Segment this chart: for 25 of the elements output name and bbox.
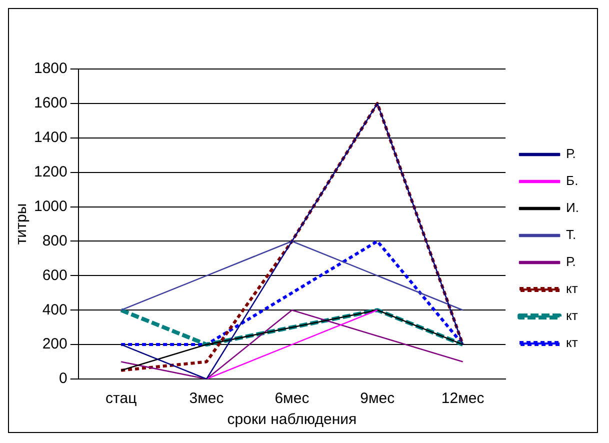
y-tick-label: 1000 (34, 198, 68, 215)
legend-label: кт (566, 308, 578, 324)
y-tick-label: 600 (42, 266, 68, 284)
x-tick-label: стац (106, 390, 138, 408)
y-tick-label: 200 (42, 336, 68, 353)
legend-label: кт (566, 281, 578, 296)
legend-label: И. (566, 200, 580, 216)
x-tick-label: 12мес (441, 390, 485, 408)
legend-label: Т. (566, 227, 576, 242)
legend-label: Б. (566, 173, 578, 188)
legend-label: Р. (566, 254, 576, 270)
x-tick-label: 6мес (274, 390, 310, 408)
legend-label: кт (566, 335, 578, 350)
x-axis-title: сроки наблюдения (227, 411, 357, 428)
y-tick-label: 0 (59, 370, 68, 388)
y-axis-title: титры (13, 203, 30, 245)
y-tick-label: 1600 (34, 94, 68, 112)
y-tick-label: 400 (42, 301, 68, 318)
x-tick-label: 3мес (189, 390, 224, 408)
y-tick-label: 1400 (34, 129, 68, 146)
y-tick-label: 1800 (34, 60, 68, 78)
y-tick-label: 800 (42, 232, 68, 250)
x-tick-label: 9мес (360, 390, 396, 408)
legend-label: Р. (566, 146, 576, 162)
y-tick-label: 1200 (34, 163, 68, 180)
